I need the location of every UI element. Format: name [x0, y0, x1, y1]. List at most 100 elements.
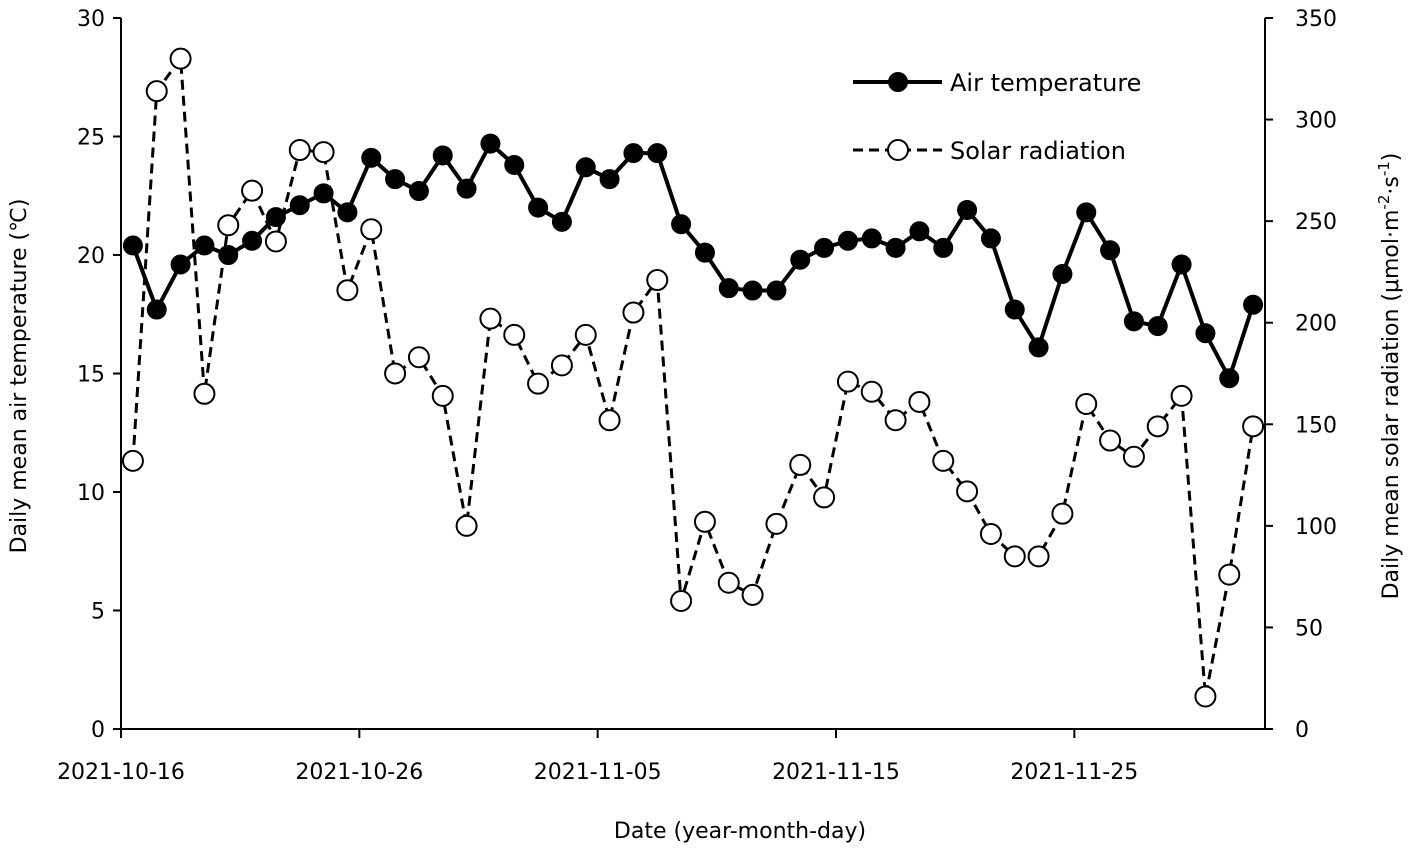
series-2-point	[765, 512, 788, 535]
series-1-point	[647, 143, 668, 164]
series-2-point	[1242, 415, 1265, 438]
series-1-point	[694, 242, 715, 263]
series-2-point	[241, 179, 264, 202]
y-axis-right-title-base: Daily mean solar radiation (μmol·m	[1379, 210, 1404, 600]
y-right-tick-label: 50	[1295, 616, 1323, 641]
y-axis-right-title: Daily mean solar radiation (μmol·m-2·s-1…	[1375, 153, 1404, 600]
series-2-point	[1075, 392, 1098, 415]
series-2-point	[503, 323, 526, 346]
series-1-point	[933, 237, 954, 258]
series-1-point	[265, 207, 286, 228]
y-left-tick-label: 25	[77, 126, 105, 151]
y-left-tick-label: 0	[91, 718, 105, 743]
series-1-point	[814, 237, 835, 258]
series-1-point	[861, 228, 882, 249]
y-left-tick-label: 5	[91, 600, 105, 625]
y-axis-right-title-sup1: -2	[1375, 195, 1393, 210]
series-1-point	[504, 154, 525, 175]
series-1-point	[623, 143, 644, 164]
series-2-point	[479, 307, 502, 330]
series-2-point	[1146, 415, 1169, 438]
series-1-point	[1052, 263, 1073, 284]
series-2-point	[741, 583, 764, 606]
series-1-point	[575, 157, 596, 178]
series-1-point	[551, 211, 572, 232]
series-1-point	[1219, 368, 1240, 389]
series-1-point	[289, 195, 310, 216]
series-2-point	[979, 522, 1002, 545]
series-1-point	[361, 147, 382, 168]
series-1-point	[742, 280, 763, 301]
series-2-point	[264, 230, 287, 253]
series-1-point	[1123, 311, 1144, 332]
series-1-point	[122, 235, 143, 256]
series-2-point	[455, 514, 478, 537]
series-1-point	[528, 197, 549, 218]
y-axis-right-title-mid: ·s	[1379, 176, 1404, 194]
series-1-point	[313, 183, 334, 204]
series-1-point	[790, 249, 811, 270]
series-2-point	[217, 214, 240, 237]
series-1-point	[599, 169, 620, 190]
series-2-point	[908, 390, 931, 413]
legend-label-2: Solar radiation	[950, 137, 1126, 165]
y-right-tick-label: 300	[1295, 109, 1337, 134]
series-2-point	[813, 486, 836, 509]
series-2-point	[1051, 502, 1074, 525]
series-1-point	[671, 214, 692, 235]
series-2-point	[860, 380, 883, 403]
series-2-point	[789, 453, 812, 476]
y-left-tick-label: 15	[77, 363, 105, 388]
series-1-point	[766, 280, 787, 301]
series-1-point	[1076, 202, 1097, 223]
y-axis-right-title-sup2: -1	[1375, 161, 1393, 176]
series-2-point	[1099, 429, 1122, 452]
series-1-point	[909, 221, 930, 242]
series-1-point	[194, 235, 215, 256]
y-right-tick-label: 350	[1295, 7, 1337, 32]
series-1-point	[456, 178, 477, 199]
y-right-tick-label: 200	[1295, 312, 1337, 337]
series-2-point	[288, 139, 311, 162]
series-1-point	[1171, 254, 1192, 275]
y-right-tick-label: 100	[1295, 515, 1337, 540]
series-1-point	[1028, 337, 1049, 358]
y-left-tick-label: 20	[77, 244, 105, 269]
series-2-point	[407, 346, 430, 369]
series-1-point	[885, 237, 906, 258]
series-2-point	[693, 510, 716, 533]
series-2-point	[527, 372, 550, 395]
series-1-point	[957, 199, 978, 220]
series-2-point	[956, 480, 979, 503]
series-1-point	[1243, 294, 1264, 315]
series-2-point	[550, 354, 573, 377]
series-2-point	[1170, 384, 1193, 407]
series-1-point	[146, 299, 167, 320]
series-2-point	[169, 47, 192, 70]
series-1-point	[242, 230, 263, 251]
series-1-point	[1147, 316, 1168, 337]
series-1-point	[1100, 240, 1121, 261]
x-tick-label: 2021-10-26	[295, 760, 423, 785]
series-2-point	[622, 301, 645, 324]
series-2-point	[312, 141, 335, 164]
series-2-point	[336, 279, 359, 302]
y-right-tick-label: 0	[1295, 718, 1309, 743]
series-2-point	[836, 370, 859, 393]
series-1-point	[385, 169, 406, 190]
legend: Air temperature Solar radiation	[853, 69, 1141, 165]
series-1-point	[480, 133, 501, 154]
series-2-point	[598, 409, 621, 432]
series-2-point	[431, 384, 454, 407]
legend-marker-1	[888, 72, 908, 92]
series-2-point	[145, 80, 168, 103]
series-1-point	[718, 278, 739, 299]
series-2-point	[1003, 545, 1026, 568]
x-tick-label: 2021-11-15	[772, 760, 900, 785]
series-2-point	[932, 449, 955, 472]
legend-marker-2	[887, 139, 909, 161]
series-2-point	[1027, 545, 1050, 568]
series-2-point	[384, 362, 407, 385]
